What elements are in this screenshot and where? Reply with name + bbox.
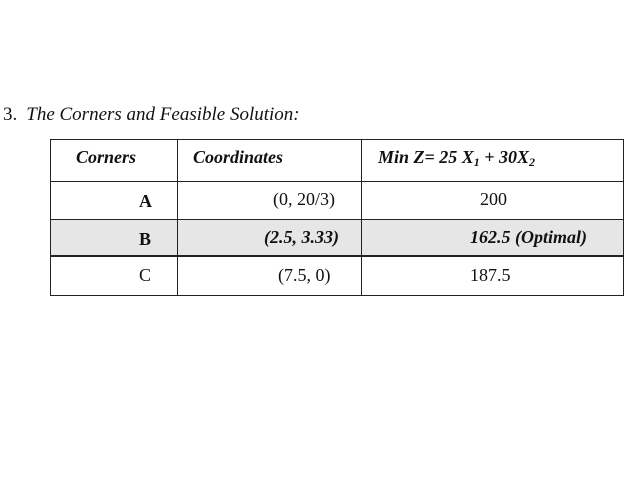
table-header-row: [51, 140, 623, 182]
corners-table: Corners Coordinates Min Z= 25 X1 + 30X2 …: [50, 139, 624, 296]
column-divider: [361, 140, 362, 295]
header-objective: Min Z= 25 X1 + 30X2: [378, 146, 535, 168]
table-row-highlighted: [51, 220, 623, 256]
header-corners: Corners: [76, 147, 137, 167]
z-value-a: 200: [480, 189, 507, 209]
corner-c: C: [139, 265, 152, 285]
table-row: [51, 256, 623, 295]
coordinates-a: (0, 20/3): [273, 189, 335, 209]
section-number: 3.: [3, 104, 18, 125]
objective-middle: + 30X: [479, 147, 530, 167]
objective-subscript-1: 1: [473, 155, 480, 169]
table-row: [51, 182, 623, 220]
row-gap: [51, 256, 623, 259]
header-coordinates: Coordinates: [193, 147, 284, 167]
objective-prefix: Min Z= 25 X: [378, 147, 474, 167]
corner-a: A: [139, 191, 152, 211]
section-title: The Corners and Feasible Solution:: [26, 104, 300, 125]
z-value-c: 187.5: [470, 265, 511, 285]
objective-subscript-2: 2: [529, 155, 536, 169]
column-divider: [177, 140, 178, 295]
corner-b: B: [139, 229, 152, 249]
coordinates-c: (7.5, 0): [278, 265, 331, 285]
z-value-b: 162.5 (Optimal): [470, 227, 587, 247]
coordinates-b: (2.5, 3.33): [264, 227, 339, 247]
section-heading: 3. The Corners and Feasible Solution:: [3, 104, 300, 126]
